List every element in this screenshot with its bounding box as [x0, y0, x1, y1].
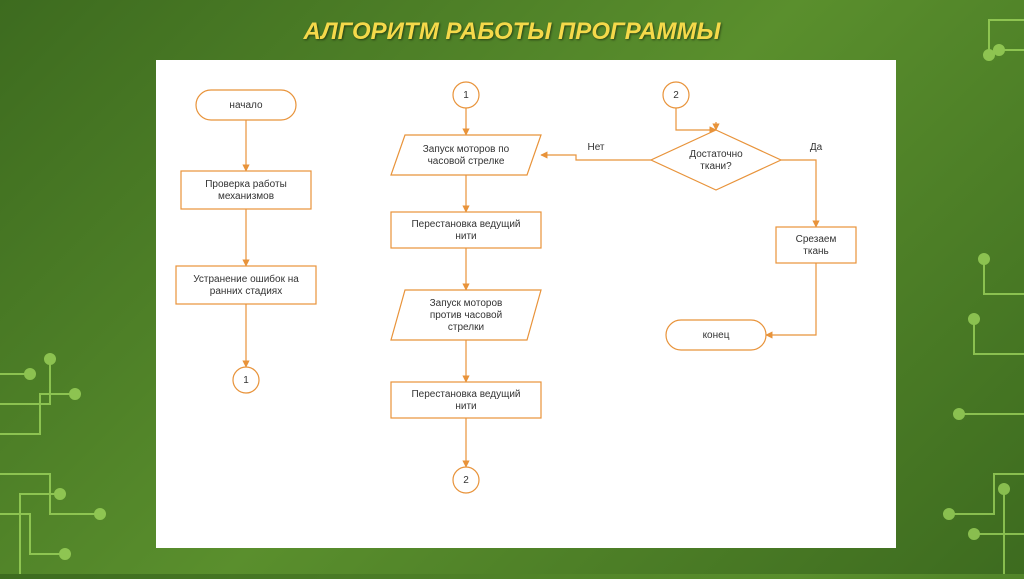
- svg-text:Перестановка ведущий: Перестановка ведущий: [411, 389, 520, 400]
- edge: [781, 160, 816, 227]
- svg-text:1: 1: [463, 90, 469, 101]
- node-n_end: конец: [666, 320, 766, 350]
- edge: [541, 155, 651, 160]
- edge-label: Да: [810, 142, 823, 153]
- svg-text:2: 2: [673, 90, 679, 101]
- svg-text:Устранение ошибок на: Устранение ошибок на: [193, 273, 299, 285]
- svg-text:конец: конец: [703, 330, 730, 341]
- node-n_cut: Срезаемткань: [776, 227, 856, 263]
- node-n_c2b: 2: [663, 82, 689, 108]
- svg-text:нити: нити: [455, 231, 476, 242]
- edge-label: Нет: [587, 142, 604, 153]
- flowchart-svg: Нет Да начало Проверка работымеханизмов Уст…: [156, 60, 896, 548]
- node-n_fix: Устранение ошибок наранних стадиях: [176, 266, 316, 304]
- node-n_swap2: Перестановка ведущийнити: [391, 382, 541, 418]
- svg-text:Перестановка ведущий: Перестановка ведущий: [411, 219, 520, 230]
- svg-text:стрелки: стрелки: [448, 322, 484, 333]
- svg-text:нити: нити: [455, 401, 476, 412]
- slide-title: АЛГОРИТМ РАБОТЫ ПРОГРАММЫ: [0, 0, 1024, 56]
- edge: [676, 108, 716, 130]
- svg-text:Запуск моторов: Запуск моторов: [430, 298, 503, 309]
- decoration-circuit-right: [904, 234, 1024, 574]
- decoration-circuit-left: [0, 314, 160, 574]
- flowchart-canvas: Нет Да начало Проверка работымеханизмов Уст…: [156, 60, 896, 548]
- svg-text:ткань: ткань: [803, 246, 828, 257]
- node-n_ccw: Запуск моторовпротив часовойстрелки: [391, 290, 541, 340]
- svg-text:начало: начало: [229, 100, 263, 111]
- svg-text:2: 2: [463, 475, 469, 486]
- svg-text:ранних стадиях: ранних стадиях: [210, 286, 282, 297]
- node-n_swap1: Перестановка ведущийнити: [391, 212, 541, 248]
- svg-text:механизмов: механизмов: [218, 191, 274, 202]
- svg-text:ткани?: ткани?: [700, 161, 732, 172]
- svg-text:часовой стрелке: часовой стрелке: [428, 156, 505, 167]
- edge: [766, 263, 816, 335]
- svg-text:Срезаем: Срезаем: [796, 234, 837, 245]
- node-n_c1: 1: [233, 367, 259, 393]
- node-n_start: начало: [196, 90, 296, 120]
- svg-text:1: 1: [243, 375, 249, 386]
- svg-text:против часовой: против часовой: [430, 310, 502, 321]
- node-n_c1b: 1: [453, 82, 479, 108]
- node-n_check: Проверка работымеханизмов: [181, 171, 311, 209]
- svg-text:Достаточно: Достаточно: [689, 149, 743, 160]
- svg-text:Проверка работы: Проверка работы: [205, 178, 287, 190]
- svg-text:Запуск моторов по: Запуск моторов по: [423, 144, 510, 155]
- node-n_cw: Запуск моторов почасовой стрелке: [391, 135, 541, 175]
- node-n_c2: 2: [453, 467, 479, 493]
- node-n_dec: Достаточноткани?: [651, 130, 781, 190]
